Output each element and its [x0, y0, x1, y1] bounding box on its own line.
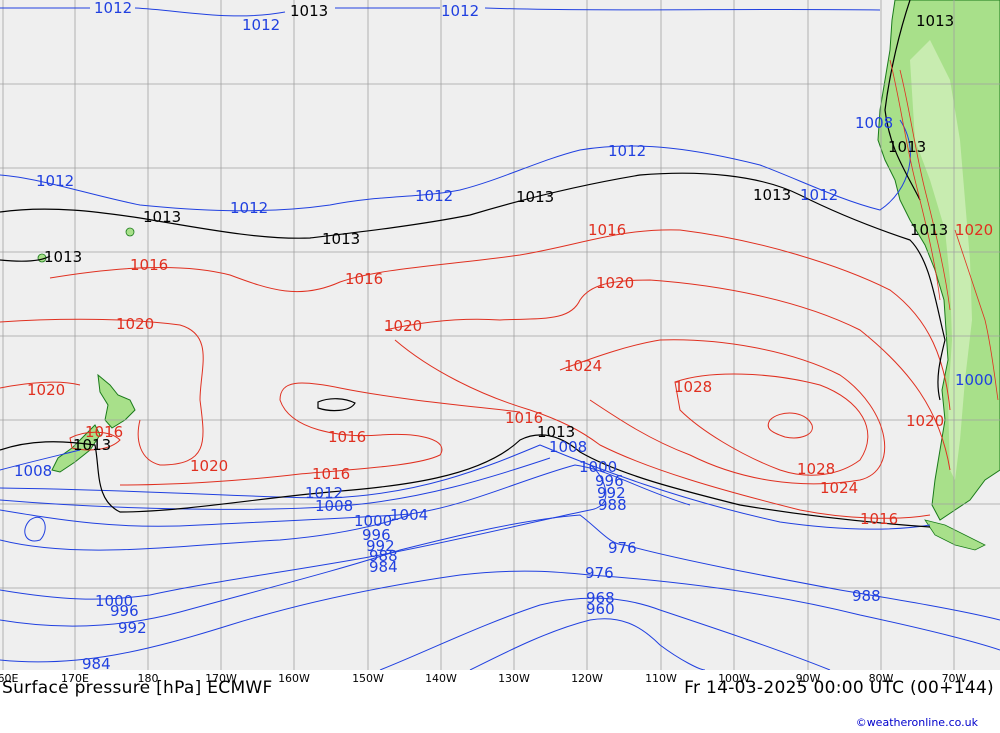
valid-time: Fr 14-03-2025 00:00 UTC (00+144): [684, 678, 994, 698]
isobar-label: 1012: [305, 484, 343, 502]
isobar-label: 1028: [674, 378, 712, 396]
isobar-label: 1013: [73, 436, 111, 454]
longitude-label: 150W: [352, 672, 384, 685]
longitude-label: 170E: [61, 672, 89, 685]
isobar-label: 1013: [888, 138, 926, 156]
longitude-label: 180: [137, 672, 159, 685]
isobar-label: 1016: [345, 270, 383, 288]
ocean-background: [0, 0, 1000, 670]
credit-link[interactable]: ©weatheronline.co.uk: [855, 716, 978, 729]
isobar-label: 1012: [94, 0, 132, 17]
longitude-label: 90W: [795, 672, 821, 685]
isobar-label: 1008: [855, 114, 893, 132]
isobar-label: 968: [586, 589, 615, 607]
isobar-label: 1008: [315, 497, 353, 515]
isobar-label: 1008: [549, 438, 587, 456]
isobar-label: 960: [586, 600, 615, 618]
isobar-label: 1016: [85, 423, 123, 441]
isobar-label: 1024: [564, 357, 602, 375]
isobar-label: 1000: [955, 371, 993, 389]
isobar-label: 1020: [27, 381, 65, 399]
isobar-label: 1013: [143, 208, 181, 226]
isobar-labels-black: 1013 1013 1013 1013 1013 1013 1013 1013 …: [44, 2, 954, 454]
isobar-label: 1016: [505, 409, 543, 427]
pressure-map: 1013 1013 1013 1013 1013 1013 1013 1013 …: [0, 0, 1000, 673]
isobar-label: 1013: [916, 12, 954, 30]
longitude-label: 60E: [0, 672, 19, 685]
isobar-label: 1013: [537, 423, 575, 441]
isobar-labels-red: 1016 1016 1016 1016 1016 1016 1016 1020 …: [27, 221, 993, 528]
lat-lon-grid: [0, 0, 1000, 670]
isobar-label: 1016: [130, 256, 168, 274]
isobar-label: 1013: [44, 248, 82, 266]
isobar-label: 984: [369, 558, 398, 576]
isobar-label: 1020: [190, 457, 228, 475]
isobar-label: 984: [82, 655, 111, 670]
isobar-label: 1013: [516, 188, 554, 206]
coast-detail: [889, 59, 999, 401]
isobar-label: 1024: [820, 479, 858, 497]
longitude-label: 110W: [645, 672, 677, 685]
longitude-label: 160W: [278, 672, 310, 685]
isobar-label: 1016: [860, 510, 898, 528]
isobar-label: 1020: [116, 315, 154, 333]
isobar-label: 1012: [242, 16, 280, 34]
isobar-label: 988: [369, 547, 398, 565]
map-footer: [0, 670, 1000, 733]
isobar-label: 1004: [390, 506, 428, 524]
isobar-label: 1016: [588, 221, 626, 239]
isobar-label: 1012: [800, 186, 838, 204]
isobar-label: 1008: [14, 462, 52, 480]
isobar-label: 1013: [753, 186, 791, 204]
tierra-del-fuego: [924, 519, 986, 551]
isobar-label: 1013: [290, 2, 328, 20]
reference-isobar-1013: [0, 0, 946, 528]
low-pressure-isobars: [0, 7, 1000, 671]
longitude-label: 170W: [205, 672, 237, 685]
isobar-label: 976: [608, 539, 637, 557]
isobar-label: 1012: [36, 172, 74, 190]
isobar-label: 1013: [322, 230, 360, 248]
andes-highland: [910, 40, 972, 480]
isobar-label: 992: [366, 537, 395, 555]
map-title: Surface pressure [hPa] ECMWF: [2, 678, 273, 698]
isobar-label: 1000: [95, 592, 133, 610]
longitude-label: 140W: [425, 672, 457, 685]
isobar-label: 1012: [230, 199, 268, 217]
longitude-label: 100W: [718, 672, 750, 685]
isobar-label: 988: [598, 496, 627, 514]
isobar-label: 1000: [354, 512, 392, 530]
isobar-label: 1016: [328, 428, 366, 446]
isobar-label: 1012: [608, 142, 646, 160]
longitude-label: 80W: [868, 672, 894, 685]
isobar-label: 996: [110, 602, 139, 620]
isobar-label: 1012: [415, 187, 453, 205]
isobar-label: 1000: [579, 458, 617, 476]
isobar-label: 988: [852, 587, 881, 605]
island: [125, 227, 135, 237]
south-america-land: [877, 0, 1000, 521]
isobar-label: 996: [595, 472, 624, 490]
isobar-label: 976: [585, 564, 614, 582]
isobar-label: 1013: [910, 221, 948, 239]
isobar-label: 1020: [955, 221, 993, 239]
longitude-label: 120W: [571, 672, 603, 685]
isobar-label: 1020: [906, 412, 944, 430]
isobar-label: 1016: [312, 465, 350, 483]
isobar-label: 992: [118, 619, 147, 637]
isobar-label: 1012: [441, 2, 479, 20]
high-pressure-isobars: [0, 229, 951, 519]
isobar-label: 1020: [384, 317, 422, 335]
isobar-labels-blue: 1012 1012 1012 1012 1012 1012 1012 1012 …: [14, 0, 993, 673]
longitude-label: 70W: [941, 672, 967, 685]
longitude-label: 130W: [498, 672, 530, 685]
isobar-label: 1020: [596, 274, 634, 292]
isobar-label: 1028: [797, 460, 835, 478]
isobar-label: 992: [597, 484, 626, 502]
isobar-label: 996: [362, 526, 391, 544]
